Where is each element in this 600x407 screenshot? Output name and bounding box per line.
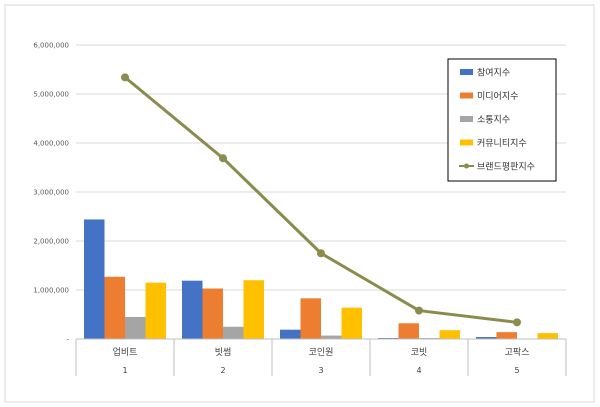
x-category-label: 코빗 — [411, 347, 428, 358]
bar — [321, 335, 342, 339]
bar — [496, 332, 517, 339]
legend-marker — [464, 163, 469, 169]
y-tick-label: 5,000,000 — [33, 91, 69, 99]
bar — [439, 330, 460, 339]
x-category-label: 코인원 — [309, 347, 334, 358]
bar — [223, 326, 244, 339]
line-point — [121, 73, 129, 82]
x-category-index: 2 — [220, 366, 225, 375]
bar — [125, 316, 146, 339]
bar — [476, 337, 497, 339]
line-point — [415, 306, 423, 315]
y-tick-label: 1,000,000 — [33, 287, 69, 295]
legend-label: 커뮤니티지수 — [477, 138, 527, 149]
y-tick-label: 3,000,000 — [33, 189, 69, 197]
bar — [300, 298, 321, 339]
y-tick-label: 6,000,000 — [33, 42, 69, 50]
line-point — [513, 318, 521, 327]
bar — [537, 333, 558, 339]
bar — [280, 329, 301, 339]
bar — [202, 288, 223, 339]
x-category-index: 4 — [416, 366, 421, 375]
y-tick-label: 4,000,000 — [33, 140, 69, 148]
legend-label: 미디어지수 — [477, 91, 518, 102]
bar — [398, 323, 419, 339]
legend-swatch — [460, 69, 473, 75]
y-tick-label: 2,000,000 — [33, 238, 69, 246]
legend-label: 브랜드평판지수 — [477, 162, 535, 173]
x-category-index: 5 — [514, 366, 519, 375]
bar — [145, 282, 166, 339]
legend-label: 소통지수 — [477, 115, 510, 126]
x-category-label: 고팍스 — [505, 347, 530, 358]
bar — [243, 280, 264, 339]
x-category-label: 업비트 — [113, 347, 138, 358]
legend-swatch — [460, 92, 473, 99]
y-axis: - 1,000,000 2,000,000 3,000,000 4,000,000 5,0… — [33, 42, 69, 344]
bar — [341, 307, 362, 339]
x-category-index: 1 — [122, 366, 127, 375]
bar-series — [84, 219, 558, 339]
bar — [84, 219, 105, 339]
x-category-index: 3 — [318, 366, 323, 375]
line-point — [317, 249, 325, 258]
x-category-label: 빗썸 — [215, 347, 232, 358]
legend-swatch — [460, 116, 473, 122]
bar — [104, 276, 125, 339]
y-tick-label: - — [66, 336, 69, 344]
legend-label: 참여지수 — [477, 67, 510, 79]
x-axis: 업비트 1 빗썸 2 코인원 3 코빗 4 고팍스 5 — [75, 338, 567, 376]
bar — [182, 280, 203, 339]
legend-swatch — [460, 139, 473, 146]
line-point — [219, 154, 227, 163]
line-series — [121, 73, 521, 327]
